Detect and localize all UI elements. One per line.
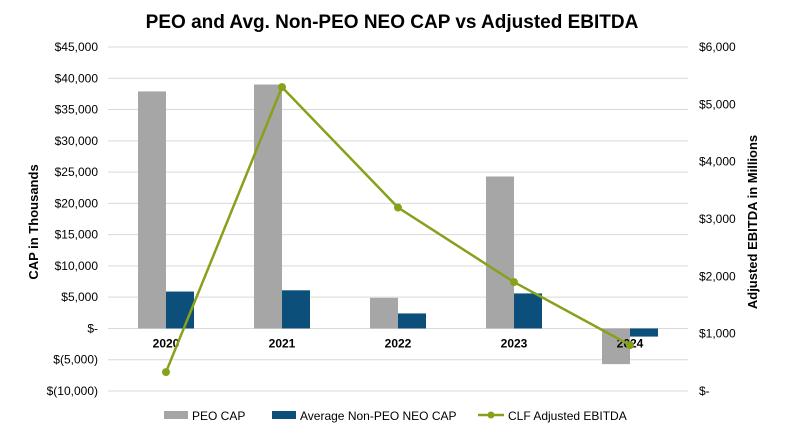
ebitda-polyline [164,84,631,373]
chart-title: PEO and Avg. Non-PEO NEO CAP vs Adjusted… [146,12,639,33]
right-tick-label: $4,000 [699,155,736,169]
legend-swatch-peo-cap [164,411,188,419]
bar-peo-cap-2022 [370,297,398,329]
ebitda-point-2024 [626,341,634,350]
category-label-2021: 2021 [269,336,296,350]
left-tick-label: $15,000 [55,228,99,242]
bar-average-non-peo-neo-cap-2024 [630,328,658,337]
ebitda-point-2022 [394,203,402,212]
bar-peo-cap-2024 [602,328,630,365]
right-axis-title: Adjusted EBITDA in Millions [745,135,760,309]
legend-swatch-non-peo-cap [272,411,296,419]
left-tick-label: $30,000 [55,134,99,148]
left-tick-label: $- [87,321,98,335]
legend-label-ebitda: CLF Adjusted EBITDA [508,409,627,423]
bar-average-non-peo-neo-cap-2022 [398,313,426,329]
legend-label-peo-cap: PEO CAP [192,409,245,423]
bar-average-non-peo-neo-cap-2021 [282,290,310,329]
left-tick-label: $(10,000) [47,384,98,398]
category-label-2020: 2020 [153,336,180,350]
left-axis-title: CAP in Thousands [26,164,41,279]
left-tick-label: $5,000 [61,290,98,304]
ebitda-point-2023 [510,278,518,287]
left-tick-label: $10,000 [55,259,99,273]
left-tick-label: $45,000 [55,40,99,54]
left-tick-label: $40,000 [55,71,99,85]
right-tick-label: $3,000 [699,212,736,226]
left-tick-label: $35,000 [55,103,99,117]
bar-average-non-peo-neo-cap-2020 [166,291,194,329]
gridlines [108,46,688,392]
right-tick-label: $- [699,384,710,398]
ebitda-point-2020 [162,368,170,377]
category-label-2022: 2022 [385,336,412,350]
bar-peo-cap-2020 [138,91,166,329]
category-label-2023: 2023 [501,336,528,350]
left-tick-label: $(5,000) [53,353,98,367]
bar-peo-cap-2021 [254,84,282,329]
bars [138,84,658,365]
legend-label-non-peo-cap: Average Non-PEO NEO CAP [300,409,457,423]
right-tick-label: $5,000 [699,97,736,111]
right-tick-label: $1,000 [699,327,736,341]
right-axis-ticks: $6,000 $5,000 $4,000 $3,000 $2,000 $1,000 $- [699,40,736,398]
left-tick-label: $20,000 [55,196,99,210]
category-labels: 20202021202220232024 [153,336,644,350]
right-tick-label: $6,000 [699,40,736,54]
bar-peo-cap-2023 [486,176,514,329]
left-axis-ticks: $45,000 $40,000 $35,000 $30,000 $25,000 $20,0… [47,40,99,398]
legend: PEO CAP Average Non-PEO NEO CAP CLF Adju… [164,409,627,423]
bar-average-non-peo-neo-cap-2023 [514,293,542,329]
right-tick-label: $2,000 [699,269,736,283]
ebitda-point-2021 [278,83,286,92]
legend-marker-ebitda [487,411,495,419]
left-tick-label: $25,000 [55,165,99,179]
ebitda-line [162,83,634,377]
